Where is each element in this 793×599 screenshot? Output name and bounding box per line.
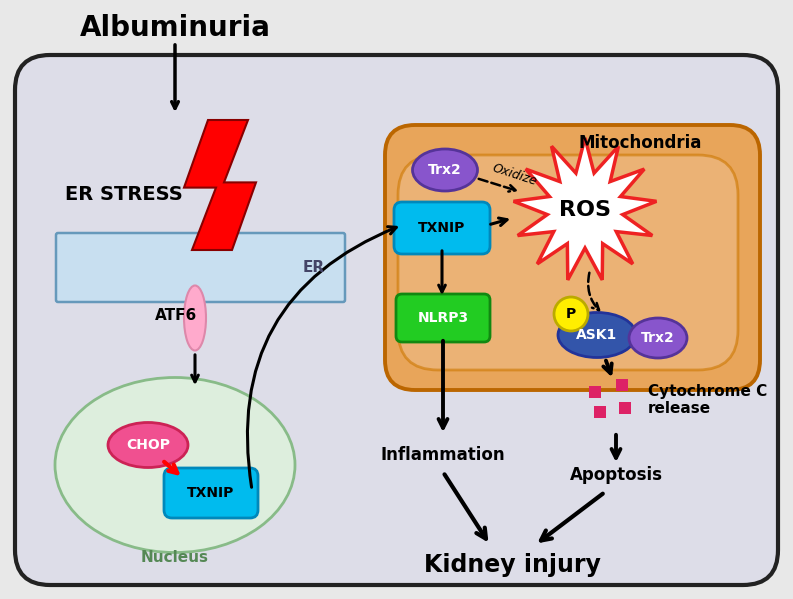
Text: Mitochondria: Mitochondria [578,134,702,152]
Ellipse shape [629,318,687,358]
Text: Cytochrome C
release: Cytochrome C release [648,384,768,416]
FancyBboxPatch shape [385,125,760,390]
Text: TXNIP: TXNIP [419,221,465,235]
Ellipse shape [558,313,636,358]
Circle shape [554,297,588,331]
Ellipse shape [184,286,206,350]
FancyBboxPatch shape [164,468,258,518]
Text: Inflammation: Inflammation [381,446,505,464]
Text: Nucleus: Nucleus [141,550,209,565]
FancyBboxPatch shape [56,233,345,302]
Text: NLRP3: NLRP3 [417,311,469,325]
Text: ATF6: ATF6 [155,307,197,322]
Ellipse shape [108,422,188,467]
Text: ER STRESS: ER STRESS [65,186,182,204]
Text: TXNIP: TXNIP [187,486,235,500]
Polygon shape [514,138,657,280]
FancyBboxPatch shape [394,202,490,254]
Text: ER: ER [303,261,325,276]
Ellipse shape [412,149,477,191]
Bar [594,406,606,418]
Polygon shape [184,120,256,250]
Text: P: P [566,307,577,321]
Text: Apoptosis: Apoptosis [569,466,662,484]
FancyBboxPatch shape [396,294,490,342]
Text: ASK1: ASK1 [577,328,618,342]
Bar [589,386,601,398]
Text: Albuminuria: Albuminuria [79,14,270,42]
Text: Trx2: Trx2 [641,331,675,345]
Bar [619,402,631,414]
Text: ROS: ROS [559,200,611,220]
Bar [616,379,628,391]
Text: CHOP: CHOP [126,438,170,452]
Ellipse shape [55,377,295,552]
Text: Oxidize: Oxidize [491,162,539,188]
Text: Kidney injury: Kidney injury [423,553,600,577]
FancyBboxPatch shape [398,155,738,370]
Text: Trx2: Trx2 [428,163,462,177]
FancyBboxPatch shape [15,55,778,585]
